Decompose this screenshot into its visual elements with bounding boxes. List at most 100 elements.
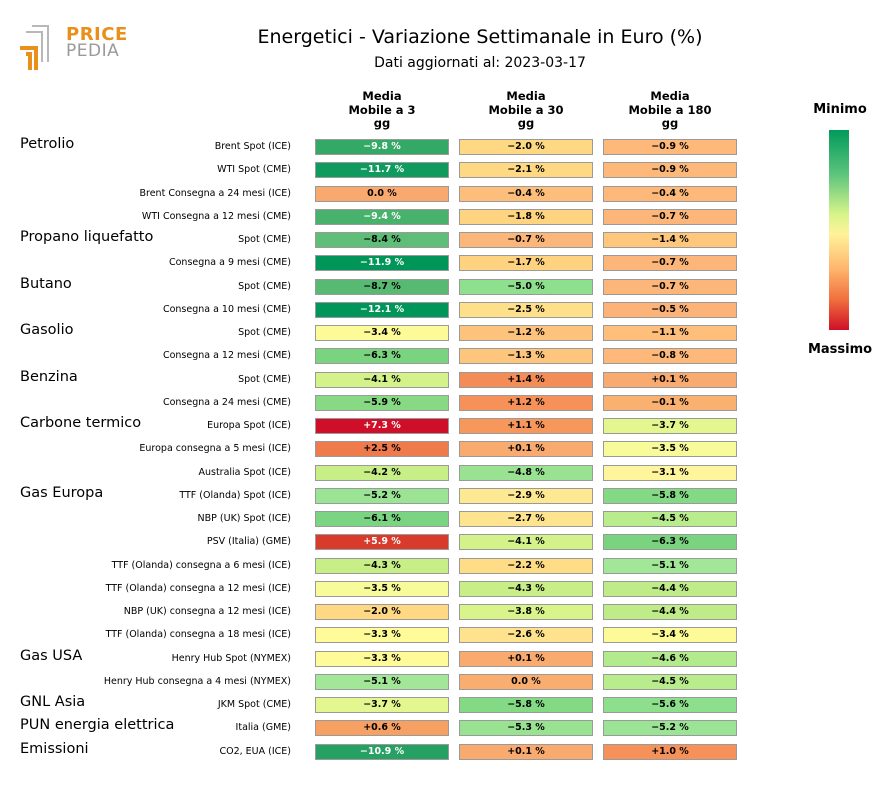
heatmap-cell: −4.3 % — [315, 557, 449, 574]
group-label: Benzina — [20, 368, 78, 385]
row-label: TTF (Olanda) consegna a 18 mesi (ICE) — [105, 629, 291, 641]
heatmap-cell: +0.1 % — [603, 371, 737, 388]
heatmap-cell: +1.2 % — [459, 394, 593, 411]
heatmap-cell: −4.1 % — [315, 371, 449, 388]
heatmap-cell: −5.8 % — [603, 487, 737, 504]
row-label: TTF (Olanda) consegna a 12 mesi (ICE) — [105, 582, 291, 594]
logo-mark-icon — [20, 25, 49, 70]
heatmap-cell: −0.4 % — [459, 185, 593, 202]
heatmap-cell: +1.4 % — [459, 371, 593, 388]
heatmap-cell: +5.9 % — [315, 534, 449, 551]
row-label: Spot (CME) — [238, 327, 291, 338]
heatmap-cell: −6.3 % — [315, 348, 449, 365]
chart-title: Energetici - Variazione Settimanale in E… — [257, 26, 703, 48]
column-header-line: Media — [650, 89, 690, 103]
row-label: WTI Spot (CME) — [217, 164, 291, 176]
row-label: Australia Spot (ICE) — [198, 466, 291, 478]
heatmap-cell: 0.0 % — [315, 185, 449, 202]
row-label: Brent Spot (ICE) — [214, 141, 291, 152]
heatmap-cell: +1.0 % — [603, 743, 737, 760]
group-label: Petrolio — [20, 136, 75, 152]
column-header-line: gg — [373, 116, 391, 130]
heatmap-cell: −2.0 % — [459, 139, 593, 155]
group-label: Carbone termico — [20, 415, 142, 431]
heatmap-cell: −2.2 % — [459, 557, 593, 574]
heatmap-cell: −0.9 % — [603, 162, 737, 179]
heatmap-cell: −12.1 % — [315, 301, 449, 318]
row-label: Spot (CME) — [238, 234, 291, 245]
heatmap-cell: +0.1 % — [459, 441, 593, 458]
row-label: Europa consegna a 5 mesi (ICE) — [139, 443, 291, 455]
column-header-line: Mobile a 30 — [488, 102, 564, 117]
heatmap-cell: −4.5 % — [603, 673, 737, 690]
column-header: Media Mobile a 180 gg — [602, 89, 738, 131]
column-header-line: gg — [517, 116, 535, 130]
column-header-line: Mobile a 180 — [628, 102, 712, 117]
heatmap-cell: −2.1 % — [459, 162, 593, 179]
heatmap-cell: −4.1 % — [459, 534, 593, 551]
heatmap-cell: −4.6 % — [603, 650, 737, 667]
heatmap-cell: −4.4 % — [603, 604, 737, 620]
group-label: Gas USA — [20, 647, 83, 664]
heatmap-cell: −2.6 % — [459, 627, 593, 644]
heatmap-cell: −2.0 % — [315, 604, 449, 620]
heatmap-cell: −3.8 % — [459, 604, 593, 620]
heatmap-cell: −1.2 % — [459, 325, 593, 341]
heatmap-cell: −5.1 % — [315, 673, 449, 690]
heatmap-cell: −3.7 % — [603, 418, 737, 434]
heatmap-cell: −0.7 % — [603, 278, 737, 295]
row-label: TTF (Olanda) Spot (ICE) — [179, 489, 291, 501]
heatmap-cell: −5.6 % — [603, 697, 737, 713]
group-label: Emissioni — [20, 740, 89, 757]
heatmap-cell: +0.1 % — [459, 650, 593, 667]
logo-text-price: PRICE — [66, 24, 128, 45]
row-label: Consegna a 9 mesi (CME) — [168, 257, 291, 269]
column-header: Media Mobile a 3 gg — [314, 89, 450, 131]
row-label: NBP (UK) consegna a 12 mesi (ICE) — [123, 606, 291, 617]
heatmap-cell: −0.7 % — [603, 208, 737, 225]
heatmap-cell: −3.7 % — [315, 697, 449, 713]
heatmap-cell: −11.9 % — [315, 255, 449, 272]
heatmap-cell: −0.9 % — [603, 139, 737, 155]
heatmap-cell: −0.7 % — [603, 255, 737, 272]
row-label: PSV (Italia) (GME) — [206, 536, 291, 548]
heatmap-cell: −3.4 % — [603, 627, 737, 644]
row-label: Consegna a 12 mesi (CME) — [162, 350, 291, 362]
heatmap-cell: −10.9 % — [315, 743, 449, 760]
heatmap-cell: −4.5 % — [603, 511, 737, 527]
heatmap-cell: −1.7 % — [459, 255, 593, 272]
heatmap-cell: −5.3 % — [459, 720, 593, 737]
row-label: WTI Consegna a 12 mesi (CME) — [141, 210, 291, 222]
logo-text-pedia: PEDIA — [66, 41, 120, 61]
heatmap-cell: −5.2 % — [603, 720, 737, 737]
heatmap-cell: 0.0 % — [459, 673, 593, 690]
heatmap-cell: −5.1 % — [603, 557, 737, 574]
row-label: Henry Hub Spot (NYMEX) — [171, 652, 291, 664]
row-label: NBP (UK) Spot (ICE) — [197, 513, 291, 524]
heatmap-cell: −1.4 % — [603, 232, 737, 248]
group-label: Butano — [20, 275, 72, 292]
colorbar — [829, 130, 849, 330]
heatmap-cell: +2.5 % — [315, 441, 449, 458]
heatmap-cell: −2.7 % — [459, 511, 593, 527]
heatmap-cell: −11.7 % — [315, 162, 449, 179]
column-header-line: Mobile a 3 — [348, 102, 416, 117]
column-header: Media Mobile a 30 gg — [458, 89, 594, 131]
heatmap-cell: −3.5 % — [315, 580, 449, 597]
colorbar-max-label: Massimo — [807, 342, 873, 357]
heatmap-cell: −4.4 % — [603, 580, 737, 597]
row-label: Spot (CME) — [238, 373, 291, 385]
pricepedia-logo: PRICE PEDIA — [18, 24, 128, 74]
row-label: Consegna a 10 mesi (CME) — [162, 303, 291, 315]
row-label: CO2, EUA (ICE) — [219, 745, 291, 757]
heatmap-cell: −1.3 % — [459, 348, 593, 365]
heatmap-cell: +0.6 % — [315, 720, 449, 737]
group-label: Propano liquefatto — [20, 229, 154, 245]
heatmap-cell: −0.7 % — [459, 232, 593, 248]
heatmap-cell: −9.8 % — [315, 139, 449, 155]
row-label: Europa Spot (ICE) — [207, 420, 291, 431]
heatmap-cell: +0.1 % — [459, 743, 593, 760]
heatmap-cell: −1.1 % — [603, 325, 737, 341]
heatmap-cell: +7.3 % — [315, 418, 449, 434]
colorbar-min-label: Minimo — [813, 102, 867, 117]
